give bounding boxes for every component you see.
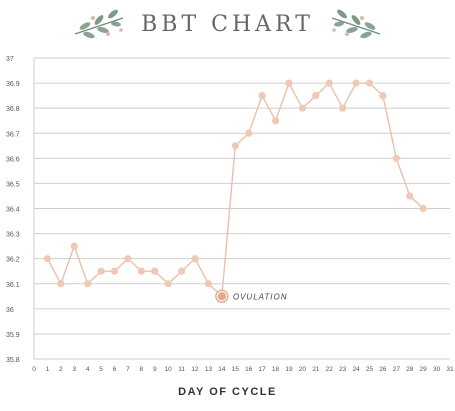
y-tick-label: 36.2 [6, 257, 20, 264]
data-point [70, 242, 78, 250]
y-tick-label: 36 [6, 307, 14, 314]
y-tick-label: 36.7 [6, 131, 20, 138]
data-point [164, 280, 172, 288]
x-tick-label: 23 [339, 366, 347, 373]
data-point [271, 117, 280, 125]
y-tick-label: 37 [6, 56, 14, 63]
data-point [419, 204, 427, 213]
data-point [204, 280, 213, 288]
data-point [245, 129, 253, 137]
x-tick-label: 13 [205, 366, 213, 373]
x-tick-label: 0 [32, 366, 36, 373]
x-tick-label: 4 [86, 366, 90, 373]
data-point [178, 267, 186, 275]
x-tick-label: 25 [366, 366, 374, 373]
x-tick-label: 21 [312, 366, 320, 373]
x-tick-label: 14 [218, 366, 226, 373]
data-point [57, 280, 65, 288]
x-tick-label: 6 [113, 366, 117, 373]
data-point [406, 192, 414, 200]
x-tick-label: 2 [59, 366, 63, 373]
data-point [151, 267, 159, 275]
data-point [339, 104, 347, 112]
ovulation-marker-core [217, 292, 227, 301]
y-tick-label: 36.5 [6, 181, 20, 188]
olive-branch-icon [331, 9, 381, 39]
data-point [365, 79, 374, 87]
data-point [137, 267, 145, 275]
x-tick-label: 19 [285, 366, 293, 373]
x-tick-label: 31 [446, 366, 454, 373]
data-point [312, 92, 320, 100]
olive-branch-icon [74, 9, 124, 39]
x-tick-label: 24 [352, 366, 360, 373]
data-point [97, 267, 105, 275]
data-point [258, 92, 266, 100]
x-tick-label: 22 [326, 366, 334, 373]
x-tick-label: 1 [46, 366, 50, 373]
page-title: BBT CHART [141, 11, 314, 37]
data-point [298, 104, 306, 112]
x-tick-label: 10 [165, 366, 173, 373]
data-point [285, 79, 293, 87]
data-point [325, 79, 333, 87]
x-tick-label: 5 [99, 366, 103, 373]
y-tick-label: 36.9 [6, 81, 20, 88]
x-tick-label: 28 [406, 366, 414, 373]
x-tick-label: 7 [126, 366, 130, 373]
data-point [231, 142, 239, 150]
x-tick-label: 30 [433, 366, 441, 373]
x-tick-label: 8 [140, 366, 144, 373]
x-tick-label: 9 [153, 366, 157, 373]
y-tick-label: 36.1 [6, 282, 20, 289]
x-tick-label: 15 [232, 366, 240, 373]
y-tick-label: 36.4 [6, 207, 20, 214]
x-tick-label: 29 [420, 366, 428, 373]
x-tick-label: 16 [245, 366, 253, 373]
data-point [379, 92, 387, 100]
x-tick-label: 3 [72, 366, 76, 373]
x-axis-label: DAY OF CYCLE [178, 386, 277, 398]
x-tick-label: 20 [299, 366, 307, 373]
y-tick-label: 35.9 [6, 332, 20, 339]
x-tick-label: 17 [259, 366, 267, 373]
x-tick-label: 11 [178, 366, 185, 373]
y-tick-label: 36.3 [6, 232, 20, 239]
annotation-label: OVULATION [233, 292, 288, 301]
y-tick-label: 36.6 [6, 156, 20, 163]
data-point [110, 267, 119, 275]
data-point [191, 255, 199, 263]
y-tick-label: 35.8 [6, 357, 20, 364]
data-point [352, 79, 360, 87]
data-point [43, 255, 52, 263]
chart-header: BBT CHART [0, 4, 455, 44]
x-tick-label: 12 [191, 366, 199, 373]
data-point [84, 280, 92, 288]
data-point [392, 154, 400, 162]
data-point [124, 255, 132, 263]
y-tick-label: 36.8 [6, 106, 20, 113]
x-tick-label: 27 [393, 366, 401, 373]
x-tick-label: 18 [272, 366, 280, 373]
series-line [46, 81, 424, 298]
x-tick-label: 26 [379, 366, 387, 373]
